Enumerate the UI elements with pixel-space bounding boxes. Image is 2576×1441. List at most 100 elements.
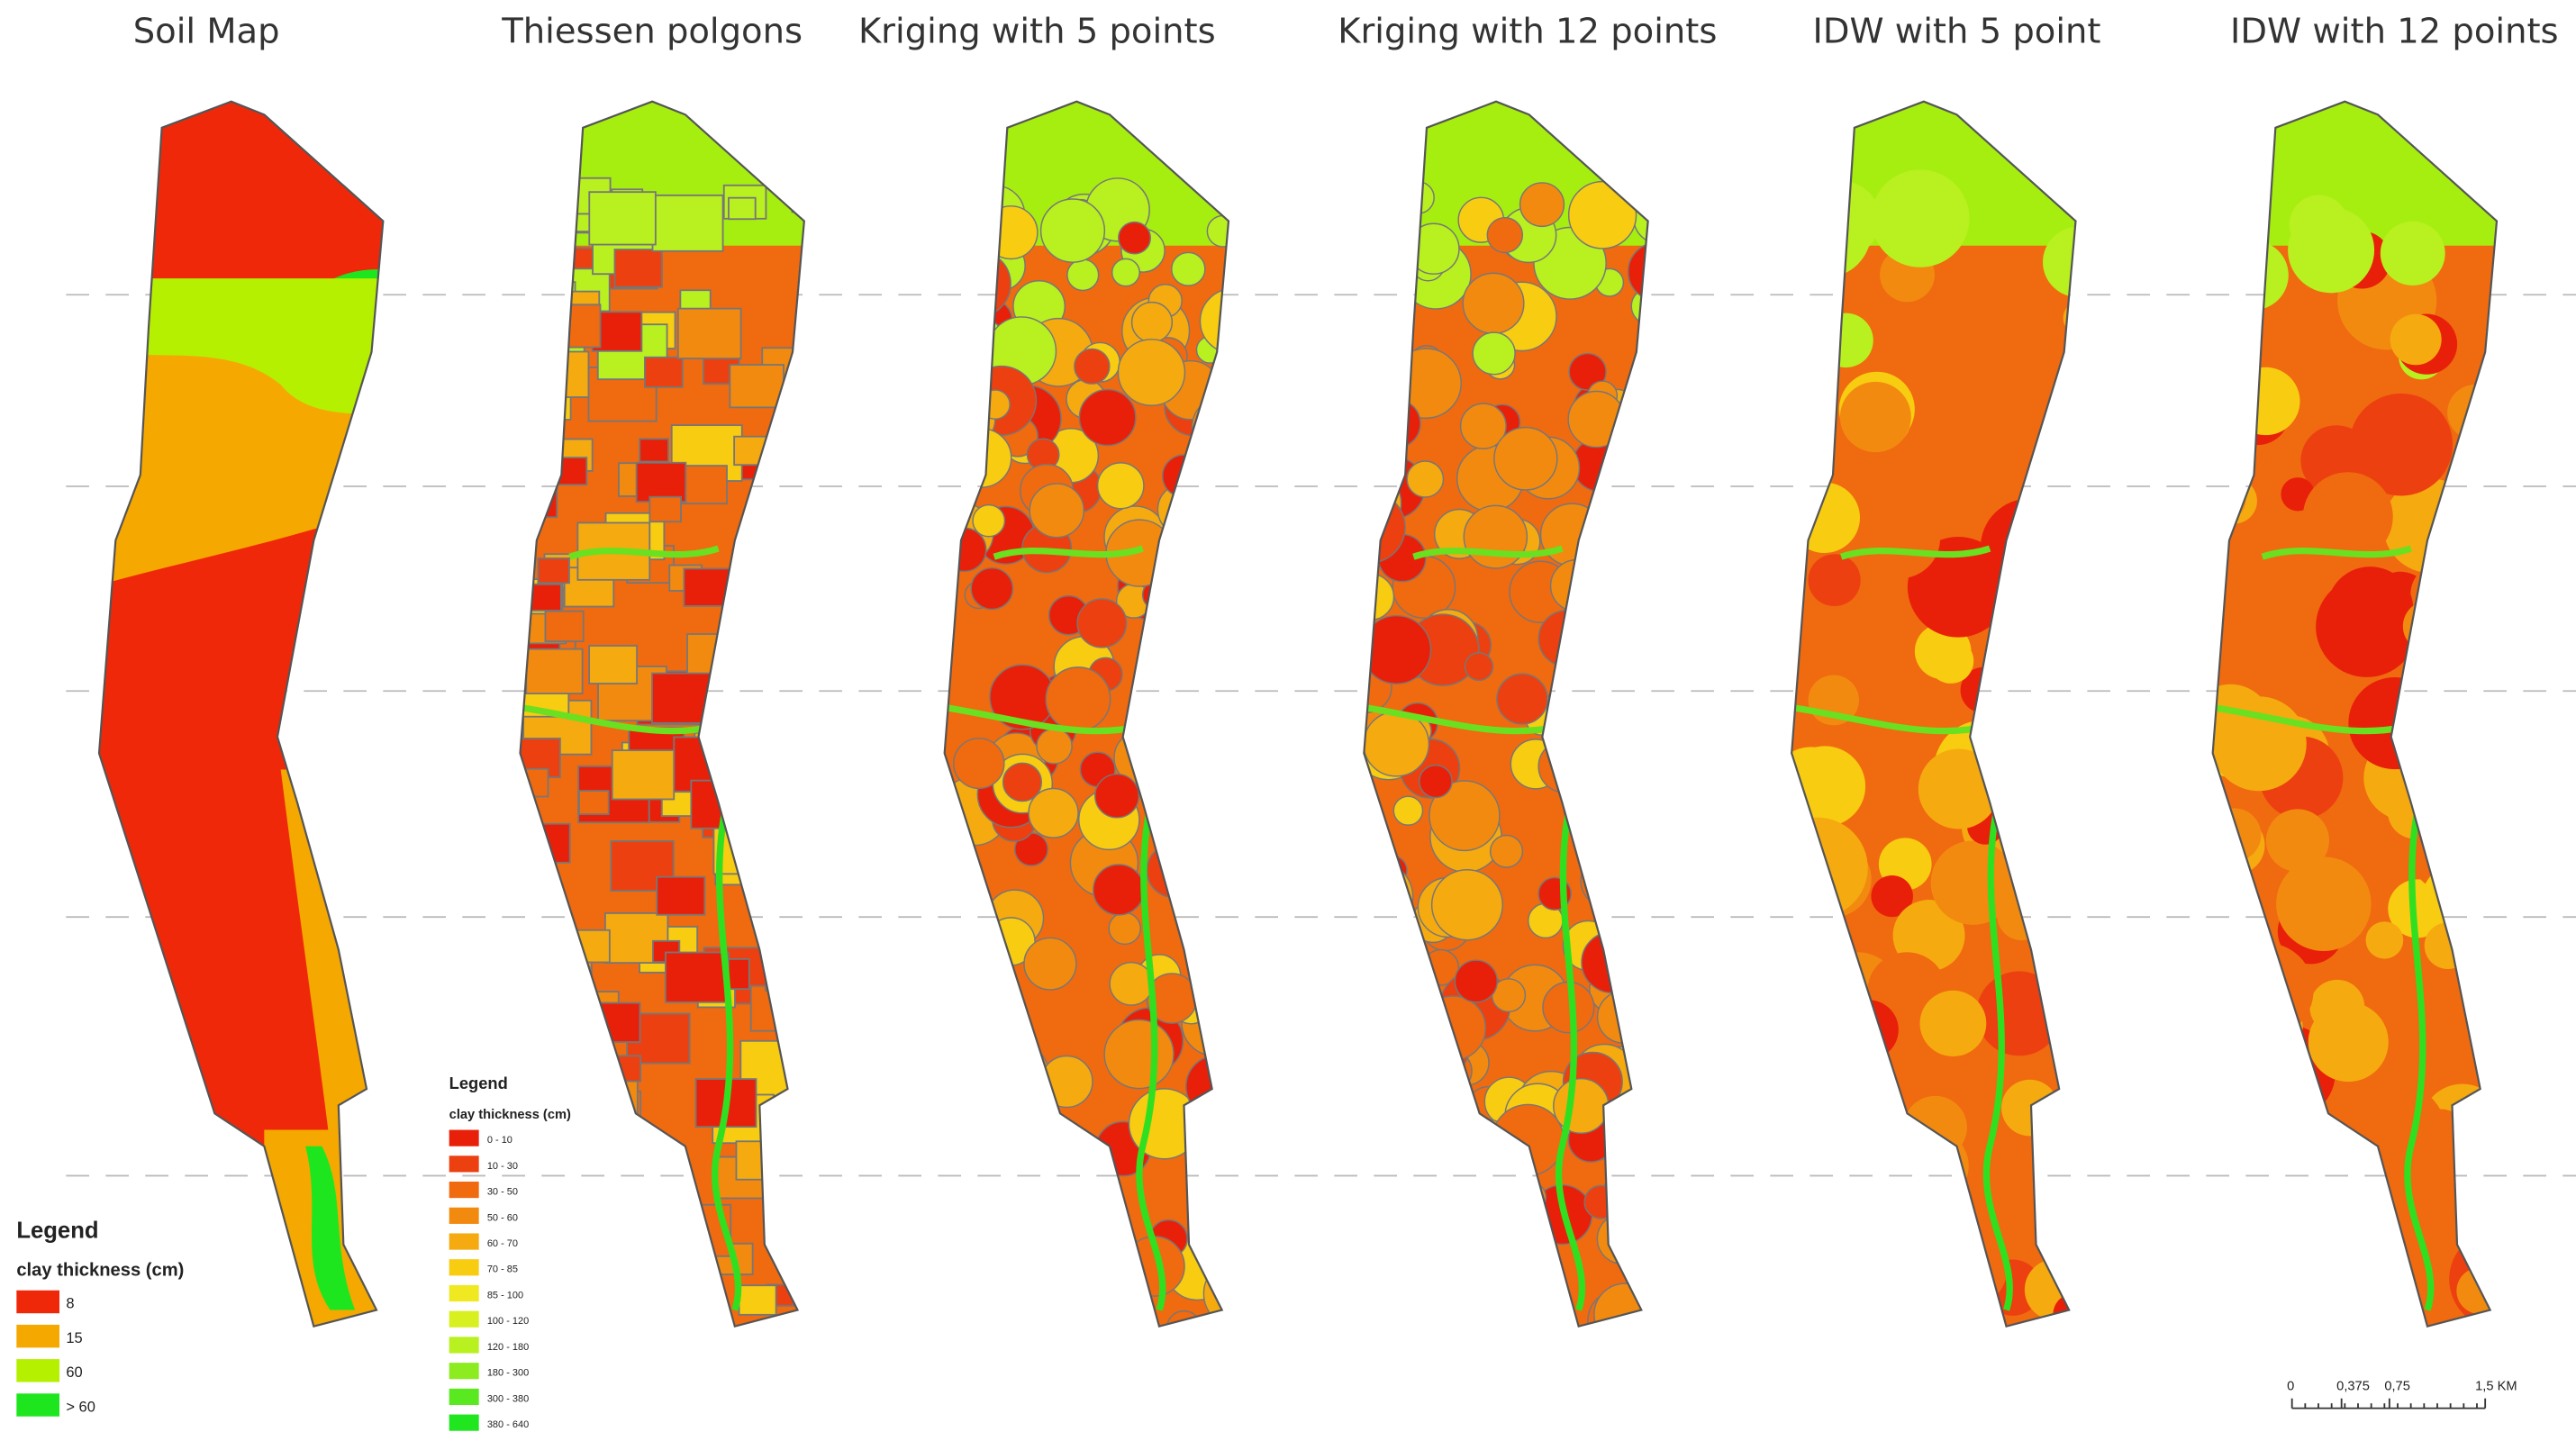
zone <box>1597 1214 1647 1264</box>
legend-label: 120 - 180 <box>487 1342 529 1353</box>
zone <box>2023 606 2096 679</box>
legend-swatch <box>449 1389 479 1405</box>
zone <box>2030 798 2069 837</box>
zone <box>2276 856 2372 951</box>
zone <box>1208 1087 1234 1113</box>
zone <box>1089 1310 1122 1344</box>
map-panel <box>846 0 1341 1441</box>
zone <box>984 206 1038 259</box>
zone <box>1032 1272 1078 1318</box>
zone <box>1350 928 1422 999</box>
zone <box>1334 372 1395 432</box>
zone <box>750 621 810 668</box>
zone <box>2410 563 2473 625</box>
zone <box>1838 1000 1899 1059</box>
legend-label: 0 - 10 <box>487 1135 512 1146</box>
zone <box>1145 733 1172 760</box>
zone <box>1205 738 1251 784</box>
zone <box>653 195 723 251</box>
zone <box>762 697 793 721</box>
zone <box>1464 505 1527 568</box>
zone <box>538 558 569 583</box>
map-panel <box>1692 0 2188 1441</box>
zone <box>785 522 819 548</box>
zone <box>1784 746 1865 826</box>
zone <box>1776 1277 1846 1346</box>
zone <box>1919 991 1986 1056</box>
map-fill <box>1265 0 1760 1441</box>
zone <box>1104 1020 1174 1088</box>
zone <box>1486 1222 1549 1284</box>
zone <box>1069 1308 1112 1351</box>
zone <box>1492 1104 1564 1175</box>
zone <box>1377 1056 1447 1126</box>
legend-label: 15 <box>66 1330 82 1346</box>
zone <box>2381 222 2445 285</box>
zone <box>2415 1109 2467 1160</box>
zone <box>1538 611 1595 666</box>
zone <box>1871 169 1969 267</box>
zone <box>1353 1229 1413 1289</box>
zone <box>1132 303 1173 342</box>
zone <box>1628 242 1688 301</box>
scale-label: 0,375 <box>2336 1380 2370 1394</box>
zone <box>1207 216 1238 247</box>
legend-swatch <box>449 1363 479 1379</box>
zone <box>639 439 668 461</box>
zone <box>1187 578 1226 616</box>
zone <box>730 640 762 666</box>
zone <box>635 1138 674 1169</box>
zone <box>1631 937 1667 973</box>
zone <box>2036 1139 2125 1228</box>
legend-swatch <box>16 1291 59 1313</box>
legend-swatch <box>449 1337 479 1353</box>
zone <box>552 458 586 485</box>
zone <box>1609 667 1647 706</box>
legend-swatch <box>16 1325 59 1347</box>
zone <box>798 1302 827 1326</box>
zone <box>2266 809 2329 872</box>
zone <box>946 1003 1008 1065</box>
zone <box>1037 729 1072 764</box>
zone <box>2056 580 2095 619</box>
zone <box>1393 796 1422 825</box>
zone <box>740 619 791 659</box>
zone <box>555 1134 585 1158</box>
zone <box>657 877 704 915</box>
zone <box>531 351 589 397</box>
legend-swatch <box>449 1415 479 1431</box>
zone <box>1610 743 1644 777</box>
zone <box>1433 1143 1501 1210</box>
zone <box>973 505 1004 537</box>
zone <box>529 1166 575 1202</box>
zone <box>1052 1295 1120 1364</box>
legend-swatch <box>16 1393 59 1416</box>
zone <box>1463 273 1524 333</box>
legend-label: 30 - 50 <box>487 1187 518 1198</box>
zone <box>1356 1280 1397 1320</box>
zone <box>2294 1216 2340 1261</box>
map-fill <box>1692 0 2188 1441</box>
zone <box>1605 502 1641 538</box>
zone <box>1918 749 2000 829</box>
zone <box>2208 349 2250 390</box>
zone <box>1162 631 1217 686</box>
zone <box>582 1282 623 1314</box>
zone <box>2022 792 2100 870</box>
zone <box>742 817 782 848</box>
zone <box>1859 498 1940 578</box>
legend-label: 50 - 60 <box>487 1212 518 1223</box>
zone <box>517 881 560 915</box>
zone <box>793 182 830 212</box>
zone <box>785 699 830 735</box>
zone <box>1487 218 1522 253</box>
zone <box>753 515 812 562</box>
zone <box>649 497 681 522</box>
zone <box>1157 484 1210 536</box>
zone <box>748 866 793 902</box>
zone <box>1432 870 1503 940</box>
zone <box>2425 922 2472 969</box>
legend-label: 380 - 640 <box>487 1419 529 1430</box>
map-panel <box>1265 0 1760 1441</box>
zone <box>729 198 756 220</box>
